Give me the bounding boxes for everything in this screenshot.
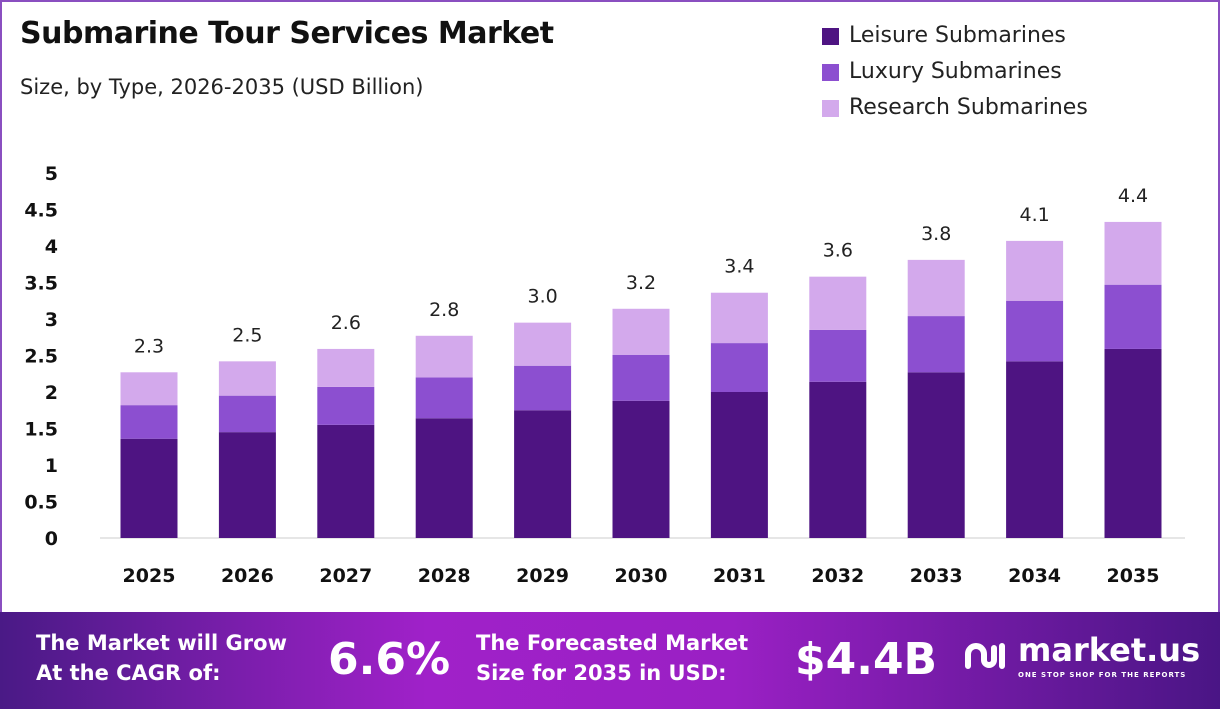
x-tick-label: 2031: [713, 565, 766, 587]
cagr-value: 6.6%: [328, 634, 451, 685]
x-tick-label: 2030: [615, 565, 668, 587]
y-tick-label: 5: [45, 163, 58, 185]
x-tick-label: 2032: [811, 565, 864, 587]
forecast-value: $4.4B: [795, 634, 938, 685]
x-tick-label: 2029: [516, 565, 569, 587]
x-tick-label: 2028: [418, 565, 471, 587]
bar-segment: [1104, 221, 1162, 285]
data-label: 3.0: [527, 286, 557, 308]
bar-segment: [317, 348, 375, 387]
bar-segment: [317, 424, 375, 538]
y-tick-label: 2: [45, 382, 58, 404]
forecast-label-line-2: Size for 2035 in USD:: [476, 661, 727, 685]
bar-segment: [514, 365, 572, 411]
bar-segment: [809, 276, 867, 330]
bar-segment: [710, 292, 768, 344]
bar-segment: [415, 335, 473, 378]
y-tick-label: 1: [45, 455, 58, 477]
bar-segment: [1006, 361, 1064, 538]
y-tick-label: 1.5: [24, 419, 58, 441]
legend-label: Luxury Submarines: [849, 59, 1062, 84]
x-tick-label: 2033: [910, 565, 963, 587]
bar-segment: [1104, 284, 1162, 349]
legend-label: Research Submarines: [849, 95, 1088, 120]
x-tick-label: 2034: [1008, 565, 1061, 587]
x-tick-label: 2026: [221, 565, 274, 587]
bar-segment: [612, 400, 670, 538]
bar-segment: [218, 361, 276, 396]
bar-segment: [120, 405, 178, 439]
bar-segment: [218, 432, 276, 538]
data-label: 4.1: [1019, 204, 1049, 226]
bar-segment: [415, 377, 473, 419]
forecast-label-line-1: The Forecasted Market: [476, 631, 749, 655]
x-tick-label: 2035: [1107, 565, 1160, 587]
bar-segment: [1104, 348, 1162, 538]
legend-swatch: [822, 63, 839, 81]
data-label: 4.4: [1118, 185, 1148, 207]
data-label: 3.6: [823, 240, 853, 262]
data-label: 2.5: [232, 324, 262, 346]
bar-segment: [120, 438, 178, 538]
data-label: 3.4: [724, 256, 754, 278]
footer-banner: The Market will Grow At the CAGR of: 6.6%…: [0, 612, 1220, 709]
legend-item: Leisure Submarines: [822, 18, 1088, 54]
bar-segment: [809, 329, 867, 382]
data-label: 3.8: [921, 223, 951, 245]
bar-segment: [218, 395, 276, 433]
legend-item: Luxury Submarines: [822, 54, 1088, 90]
data-label: 3.2: [626, 272, 656, 294]
data-label: 2.3: [134, 335, 164, 357]
bar-chart: 0 0.5 1 1.5 2 2.5 3 3.5 4 4.5 5 2.3 2025 2.5 2026 2.6 20…: [24, 163, 1185, 587]
legend-swatch: [822, 99, 839, 117]
logo-icon: [965, 643, 1005, 669]
bar-segment: [415, 418, 473, 538]
bar-segment: [710, 392, 768, 538]
bar-segment: [317, 386, 375, 425]
bar-segment: [514, 410, 572, 538]
bar-segment: [809, 381, 867, 538]
chart-title: Submarine Tour Services Market: [20, 16, 554, 51]
cagr-label: The Market will Grow At the CAGR of:: [36, 628, 287, 688]
legend-label: Leisure Submarines: [849, 23, 1066, 48]
brand-tagline: ONE STOP SHOP FOR THE REPORTS: [1018, 671, 1187, 679]
y-tick-label: 4.5: [24, 200, 58, 222]
y-tick-label: 4: [45, 236, 58, 258]
bar-segment: [612, 308, 670, 355]
y-tick-label: 3: [45, 309, 58, 331]
bar-segment: [120, 372, 178, 406]
cagr-label-line-2: At the CAGR of:: [36, 661, 221, 685]
x-tick-label: 2025: [123, 565, 176, 587]
data-label: 2.6: [331, 312, 361, 334]
bar-segment: [1006, 240, 1064, 301]
y-tick-label: 0.5: [24, 492, 58, 514]
x-tick-label: 2027: [319, 565, 372, 587]
brand-name: market.us: [1018, 631, 1201, 669]
forecast-label: The Forecasted Market Size for 2035 in US…: [476, 628, 748, 688]
bar-segment: [907, 259, 965, 317]
bar-segment: [710, 343, 768, 392]
data-label: 2.8: [429, 299, 459, 321]
bar-segment: [907, 316, 965, 373]
legend: Leisure Submarines Luxury Submarines Res…: [822, 18, 1088, 126]
bar-segment: [612, 354, 670, 401]
y-tick-label: 2.5: [24, 346, 58, 368]
bar-segment: [514, 322, 572, 366]
cagr-label-line-1: The Market will Grow: [36, 631, 287, 655]
legend-swatch: [822, 27, 839, 45]
y-tick-label: 3.5: [24, 273, 58, 295]
chart-subtitle: Size, by Type, 2026-2035 (USD Billion): [20, 75, 424, 99]
legend-item: Research Submarines: [822, 90, 1088, 126]
y-tick-label: 0: [45, 528, 58, 550]
bar-segment: [1006, 300, 1064, 362]
brand-logo: market.us ONE STOP SHOP FOR THE REPORTS: [962, 632, 1200, 680]
bar-segment: [907, 372, 965, 538]
